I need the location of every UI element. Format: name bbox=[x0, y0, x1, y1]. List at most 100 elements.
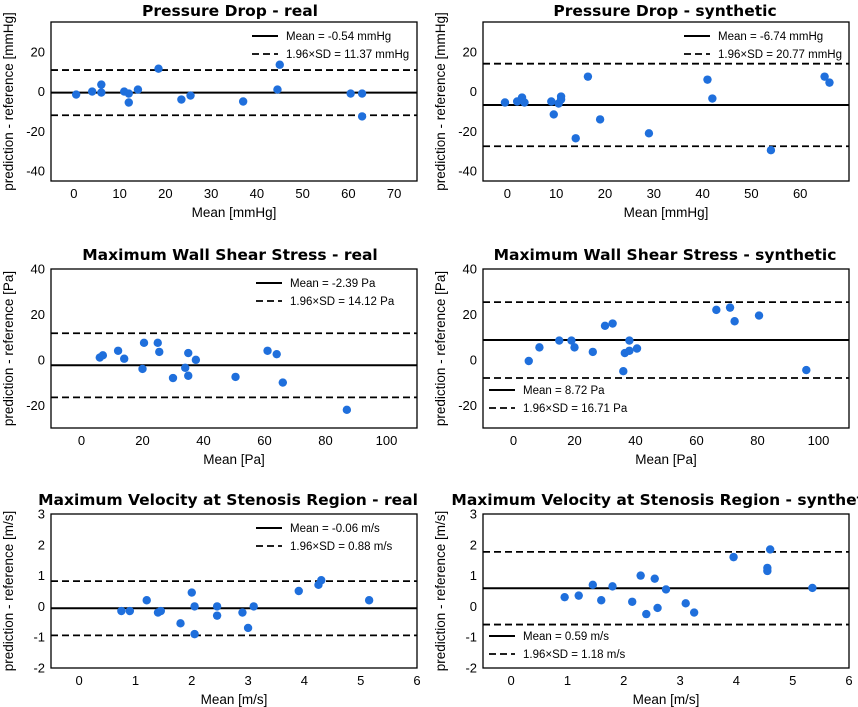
data-point bbox=[263, 346, 272, 355]
x-tick-label: 40 bbox=[250, 186, 264, 201]
chart-panel-3: Maximum Wall Shear Stress - real 0 20 40 60 8… bbox=[1, 246, 418, 467]
legend-loa-label: 1.96×SD = 16.71 Pa bbox=[523, 403, 628, 415]
x-tick-label: 1 bbox=[132, 673, 139, 688]
chart-title: Maximum Wall Shear Stress - real bbox=[82, 246, 378, 264]
legend: Mean = -0.54 mmHg 1.96×SD = 11.37 mmHg bbox=[252, 31, 409, 61]
data-point bbox=[689, 608, 699, 617]
y-tick-label: 40 bbox=[463, 262, 477, 277]
data-point bbox=[555, 336, 564, 345]
legend: Mean = -2.39 Pa 1.96×SD = 14.12 Pa bbox=[256, 278, 395, 308]
y-tick-label: 0 bbox=[470, 599, 477, 614]
x-tick-label: 20 bbox=[158, 186, 172, 201]
x-axis-label: Mean [mmHg] bbox=[624, 205, 709, 220]
data-point bbox=[500, 98, 510, 107]
data-point bbox=[608, 582, 617, 591]
x-tick-label: 60 bbox=[257, 433, 271, 448]
y-axis-label: prediction - reference [m/s] bbox=[1, 511, 16, 672]
data-point bbox=[560, 592, 569, 602]
data-point bbox=[825, 78, 834, 87]
data-point bbox=[168, 373, 178, 383]
y-tick-label: 0 bbox=[470, 352, 477, 367]
data-point bbox=[703, 75, 712, 84]
y-tick-label: 1 bbox=[38, 568, 45, 583]
data-point bbox=[642, 609, 651, 619]
chart-title: Pressure Drop - real bbox=[142, 2, 318, 20]
y-axis-label: prediction - reference [Pa] bbox=[1, 271, 16, 426]
data-point bbox=[547, 97, 556, 106]
y-axis-label: prediction - reference [Pa] bbox=[433, 271, 448, 426]
chart-panel-5: Maximum Velocity at Stenosis Region - re… bbox=[1, 491, 421, 707]
x-tick-label: 3 bbox=[244, 673, 251, 688]
y-tick-label: -1 bbox=[465, 630, 477, 645]
plot-frame bbox=[50, 513, 418, 669]
x-tick-label: 40 bbox=[695, 186, 709, 201]
data-point bbox=[278, 378, 287, 387]
x-tick-label: 0 bbox=[508, 673, 515, 688]
data-point bbox=[661, 585, 671, 594]
data-point bbox=[636, 571, 645, 580]
data-point bbox=[588, 580, 597, 590]
y-tick-label: 20 bbox=[463, 44, 477, 59]
data-point bbox=[212, 611, 222, 620]
data-point bbox=[124, 89, 133, 98]
y-tick-label: -20 bbox=[26, 398, 45, 413]
data-point bbox=[87, 87, 97, 96]
data-point bbox=[124, 98, 133, 107]
data-point bbox=[588, 347, 597, 357]
x-tick-label: 10 bbox=[112, 186, 126, 201]
data-point bbox=[249, 602, 258, 611]
data-point bbox=[156, 606, 165, 616]
data-point bbox=[364, 596, 374, 605]
x-tick-label: 0 bbox=[510, 433, 517, 448]
data-point bbox=[176, 619, 185, 628]
y-tick-label: -20 bbox=[458, 398, 477, 413]
plot-frame bbox=[50, 21, 418, 182]
legend-mean-label: Mean = -0.54 mmHg bbox=[286, 31, 391, 43]
legend-loa-label: 1.96×SD = 11.37 mmHg bbox=[286, 49, 409, 61]
y-tick-label: 0 bbox=[38, 599, 45, 614]
y-axis-label: prediction - reference [m/s] bbox=[433, 511, 448, 672]
y-tick-label: 20 bbox=[463, 307, 477, 322]
data-point bbox=[317, 576, 326, 585]
legend-mean-label: Mean = -2.39 Pa bbox=[290, 278, 376, 290]
y-tick-label: 3 bbox=[470, 507, 477, 522]
data-point bbox=[113, 346, 123, 355]
chart-panel-1: Pressure Drop - real 0 10 20 30 40 50 60 70 -40 -2… bbox=[1, 2, 418, 220]
legend-loa-label: 1.96×SD = 20.77 mmHg bbox=[718, 49, 842, 61]
x-tick-label: 20 bbox=[598, 186, 612, 201]
x-tick-label: 100 bbox=[808, 433, 830, 448]
data-point bbox=[802, 365, 811, 375]
x-tick-label: 6 bbox=[413, 673, 420, 688]
y-tick-label: -2 bbox=[33, 661, 45, 676]
data-point bbox=[808, 583, 817, 593]
legend-loa-label: 1.96×SD = 1.18 m/s bbox=[523, 649, 626, 661]
x-tick-label: 80 bbox=[318, 433, 332, 448]
data-point bbox=[619, 367, 628, 376]
data-point bbox=[191, 355, 201, 365]
data-point bbox=[212, 602, 222, 611]
chart-title: Maximum Wall Shear Stress - synthetic bbox=[494, 246, 837, 264]
y-tick-label: 0 bbox=[38, 84, 45, 99]
data-point bbox=[272, 349, 281, 359]
data-point bbox=[708, 94, 717, 103]
x-tick-label: 4 bbox=[301, 673, 308, 688]
plot-frame bbox=[482, 21, 850, 182]
data-point bbox=[346, 89, 355, 98]
data-point bbox=[125, 606, 135, 616]
data-point bbox=[342, 405, 352, 415]
data-point bbox=[190, 629, 199, 639]
data-point bbox=[556, 95, 566, 104]
legend: Mean = -6.74 mmHg 1.96×SD = 20.77 mmHg bbox=[684, 31, 842, 61]
y-tick-label: 1 bbox=[470, 568, 477, 583]
data-point bbox=[139, 338, 149, 348]
data-point bbox=[238, 97, 248, 106]
data-point bbox=[600, 321, 610, 330]
data-point bbox=[712, 305, 721, 315]
data-point bbox=[644, 129, 654, 138]
x-tick-label: 6 bbox=[845, 673, 852, 688]
data-point bbox=[628, 597, 637, 606]
data-point bbox=[97, 88, 106, 97]
chart-panel-4: Maximum Wall Shear Stress - synthetic 0 20… bbox=[433, 246, 850, 467]
data-point bbox=[186, 91, 195, 100]
